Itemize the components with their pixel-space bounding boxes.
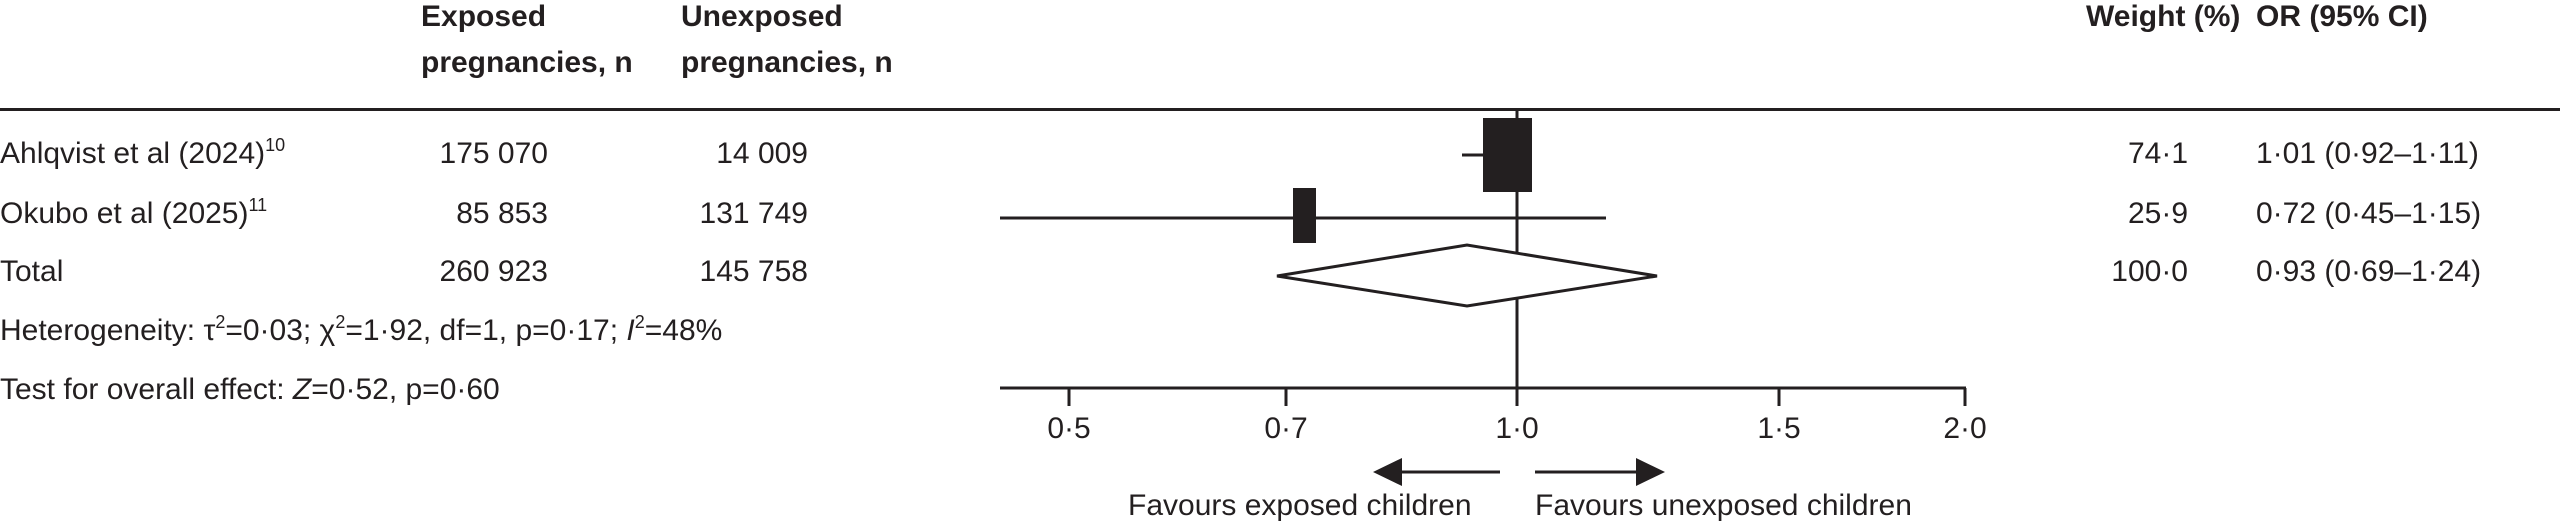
tick-label: 2·0: [1943, 412, 1987, 445]
pooled-diamond: [1276, 243, 1658, 308]
unexposed-n: 131 749: [699, 197, 808, 230]
or-ci: 1·01 (0·92–1·11): [2256, 137, 2479, 170]
tick-label: 0·7: [1264, 412, 1308, 445]
weight: 74·1: [2127, 137, 2188, 170]
arrow-left-icon: [1373, 458, 1402, 486]
header-weight: Weight (%): [2086, 0, 2241, 33]
unexposed-n: 145 758: [699, 255, 808, 288]
header-unexposed-line2: pregnancies, n: [681, 46, 893, 79]
header-exposed-line2: pregnancies, n: [421, 46, 633, 79]
exposed-n: 260 923: [439, 255, 548, 288]
exposed-n: 175 070: [439, 137, 548, 170]
overall-effect-text: Test for overall effect: Z=0·52, p=0·60: [0, 373, 500, 406]
or-ci: 0·93 (0·69–1·24): [2256, 255, 2482, 288]
tick-label: 1·0: [1495, 412, 1539, 445]
exposed-n: 85 853: [456, 197, 548, 230]
arrow-right-icon: [1636, 458, 1665, 486]
favours-exposed-label: Favours exposed children: [1128, 489, 1472, 522]
header-unexposed: Unexposed pregnancies, n: [681, 0, 893, 86]
tick-label: 0·5: [1047, 412, 1091, 445]
header-rule: [0, 108, 2560, 111]
point-box-ahlqvist: [1483, 118, 1532, 192]
unexposed-n: 14 009: [716, 137, 808, 170]
heterogeneity-text: Heterogeneity: τ2=0·03; χ2=1·92, df=1, p…: [0, 312, 723, 347]
study-name: Total: [0, 255, 64, 288]
or-ci: 0·72 (0·45–1·15): [2256, 197, 2482, 230]
header-unexposed-line1: Unexposed: [681, 0, 843, 33]
study-name: Okubo et al (2025)11: [0, 195, 268, 230]
favours-unexposed-label: Favours unexposed children: [1535, 489, 1912, 522]
header-or-ci: OR (95% CI): [2256, 0, 2428, 33]
tick-label: 1·5: [1757, 412, 1801, 445]
weight: 100·0: [2111, 255, 2188, 288]
header-exposed-line1: Exposed: [421, 0, 547, 33]
point-box-okubo: [1293, 188, 1316, 243]
header-exposed: Exposed pregnancies, n: [421, 0, 633, 86]
weight: 25·9: [2127, 197, 2188, 230]
study-name: Ahlqvist et al (2024)10: [0, 135, 286, 170]
